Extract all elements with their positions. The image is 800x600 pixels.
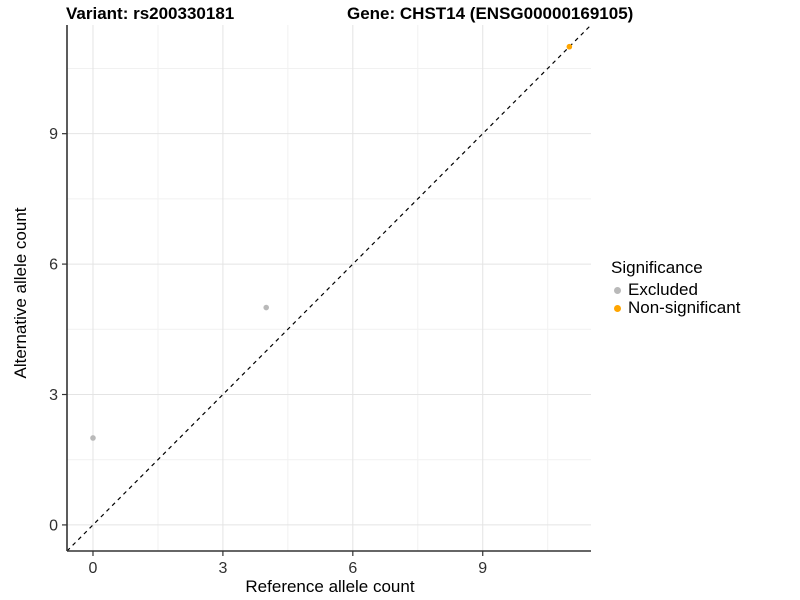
y-tick-label: 6 <box>49 257 58 274</box>
y-tick-label: 3 <box>49 387 58 404</box>
data-point <box>566 43 573 50</box>
identity-line <box>66 24 592 552</box>
legend-entry-label: Excluded <box>628 280 698 299</box>
y-tick-label: 0 <box>49 517 58 534</box>
gene-title: Gene: CHST14 (ENSG00000169105) <box>347 4 634 23</box>
x-axis-title: Reference allele count <box>245 577 415 596</box>
data-point <box>263 304 270 311</box>
legend-entry: Non-significant <box>611 299 740 317</box>
y-tick-label: 9 <box>49 126 58 143</box>
data-point <box>90 435 96 441</box>
legend-entry-label: Non-significant <box>628 298 741 317</box>
legend-entries: Excluded Non-significant <box>611 281 740 317</box>
legend-swatch-icon <box>614 286 621 294</box>
x-tick-label: 9 <box>478 560 487 577</box>
legend-entry: Excluded <box>611 281 740 299</box>
x-tick-label: 3 <box>218 560 227 577</box>
variant-title: Variant: rs200330181 <box>66 4 235 23</box>
x-tick-label: 0 <box>89 560 98 577</box>
legend-title: Significance <box>611 258 703 277</box>
y-axis-title: Alternative allele count <box>11 207 30 379</box>
legend-swatch-icon <box>614 304 621 312</box>
legend: Significance Excluded Non-significant <box>611 258 740 317</box>
x-tick-label: 6 <box>348 560 357 577</box>
